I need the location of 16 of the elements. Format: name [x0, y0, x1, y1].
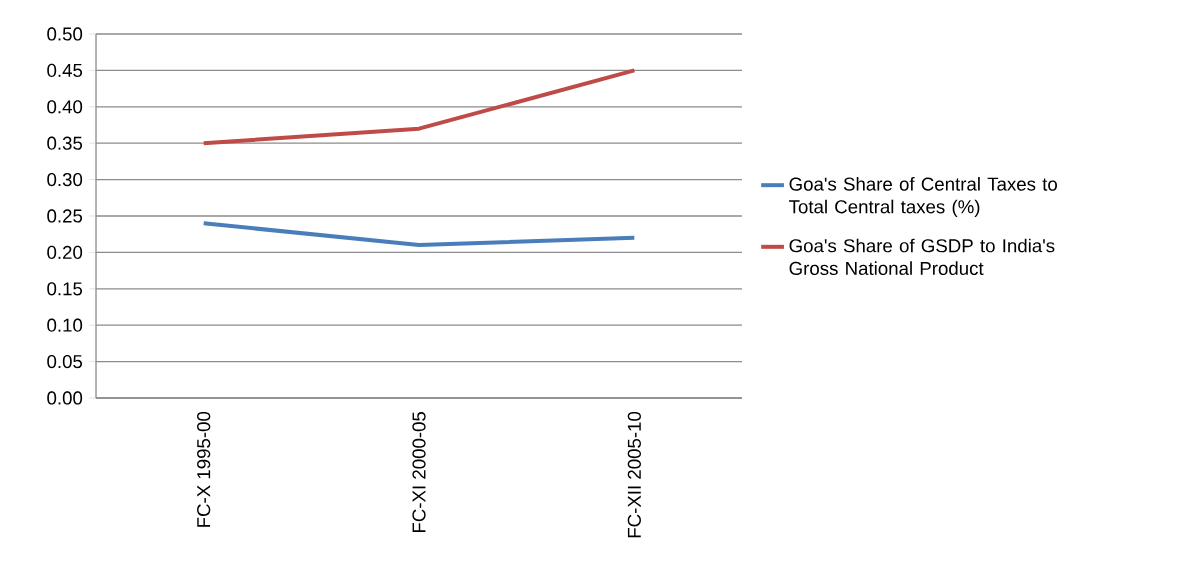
y-tick-label: 0.05 — [47, 354, 83, 369]
y-tick-label: 0.45 — [47, 63, 83, 78]
y-tick-label: 0.10 — [47, 318, 83, 332]
y-tick-label: 0.20 — [47, 245, 83, 260]
legend-label: Goa's Share of GSDP to India's Gross National Product — [789, 238, 1055, 276]
y-tick-label: 0.15 — [47, 282, 83, 296]
x-tick-label: FC-XII 2005-10 — [627, 411, 641, 538]
y-tick-label: 0.50 — [47, 27, 83, 41]
legend-label: Goa's Share of Central Taxes to Total Central taxes (%) — [789, 177, 1057, 218]
x-tick-label: FC-X 1995-00 — [197, 411, 211, 527]
y-tick-label: 0.25 — [47, 209, 83, 223]
y-tick-label: 0.40 — [47, 100, 83, 114]
y-tick-label: 0.30 — [47, 172, 83, 187]
x-tick-label: FC-XI 2000-05 — [412, 411, 426, 533]
y-tick-label: 0.00 — [47, 391, 83, 405]
y-tick-label: 0.35 — [47, 136, 83, 150]
